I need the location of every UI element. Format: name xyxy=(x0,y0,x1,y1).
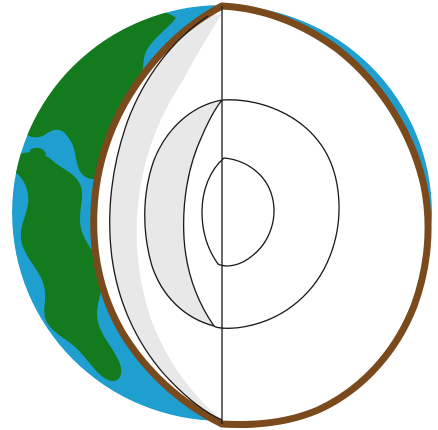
mantle-shell xyxy=(109,14,222,420)
land-mass-north xyxy=(20,10,176,180)
land-mass-mid xyxy=(50,190,96,298)
cutaway-face xyxy=(93,6,429,425)
mantle-inner-edge xyxy=(109,15,223,421)
outer-core xyxy=(144,99,340,329)
land-mass-island xyxy=(30,147,46,161)
outer-core-inner-edge xyxy=(183,99,223,327)
outer-core-boundary xyxy=(144,99,340,329)
inner-core-boundary xyxy=(201,157,275,267)
crust-rim xyxy=(90,2,432,428)
